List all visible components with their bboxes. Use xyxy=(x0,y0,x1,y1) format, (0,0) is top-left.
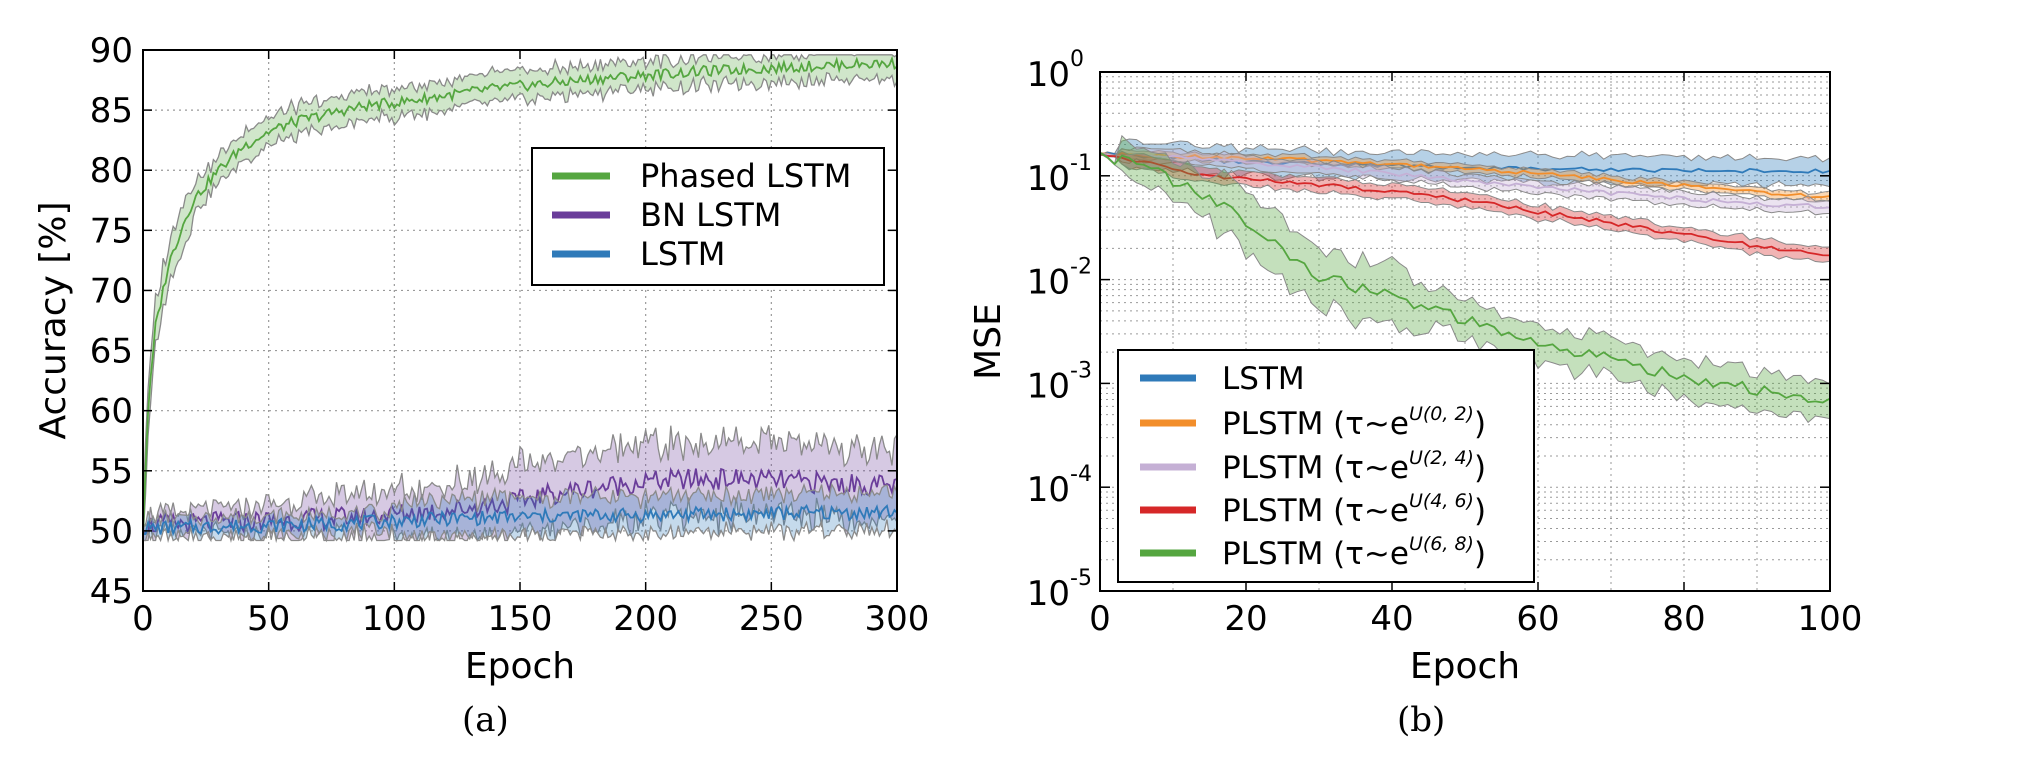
series-line-phased-lstm xyxy=(142,55,898,534)
x-tick-label-a: 250 xyxy=(739,599,804,639)
series-line-b-series-4 xyxy=(1099,151,1831,404)
caption-a: (a) xyxy=(462,700,509,740)
x-tick-label-a: 0 xyxy=(132,599,154,639)
series-line-b-series-1 xyxy=(1099,152,1831,199)
y-tick-label-a: 80 xyxy=(90,151,133,191)
y-axis-label-a: Accuracy [%] xyxy=(33,201,74,439)
legend-label-b: PLSTM (τ∼eU(2, 4)) xyxy=(1222,447,1486,486)
x-tick-label-b: 0 xyxy=(1089,599,1111,639)
series-line-lstm xyxy=(142,503,898,537)
y-tick-exponent-b: -5 xyxy=(1070,566,1092,591)
y-tick-label-b: 10 xyxy=(1027,574,1070,614)
y-tick-exponent-b: 0 xyxy=(1070,47,1084,72)
legend-label-a: LSTM xyxy=(640,235,725,273)
y-tick-label-a: 55 xyxy=(90,452,133,492)
legend-label-b: PLSTM (τ∼eU(0, 2)) xyxy=(1222,403,1486,442)
y-tick-exponent-b: -3 xyxy=(1070,358,1092,383)
y-tick-label-a: 75 xyxy=(90,211,133,251)
y-tick-label-b: 10 xyxy=(1027,470,1070,510)
axes-frame-b xyxy=(1099,71,1831,592)
y-tick-label-a: 60 xyxy=(90,392,133,432)
x-axis-label-a: Epoch xyxy=(465,646,575,687)
x-tick-label-b: 100 xyxy=(1798,599,1863,639)
x-tick-label-b: 40 xyxy=(1370,599,1413,639)
legend-box-b xyxy=(1117,349,1535,583)
y-tick-label-a: 70 xyxy=(90,271,133,311)
series-line-b-series-3 xyxy=(1099,153,1831,257)
legend-b: LSTM PLSTM (τ∼eU(0, 2)) PLSTM (τ∼eU(2, 4))… xyxy=(1117,349,1535,583)
y-axis-label-b: MSE xyxy=(968,303,1009,380)
y-tick-label-b: 10 xyxy=(1027,263,1070,303)
caption-b: (b) xyxy=(1397,700,1446,740)
y-tick-exponent-b: -2 xyxy=(1070,255,1092,280)
x-tick-label-b: 20 xyxy=(1224,599,1267,639)
x-tick-label-b: 80 xyxy=(1662,599,1705,639)
y-tick-label-a: 65 xyxy=(90,332,133,372)
legend-label-a: BN LSTM xyxy=(640,196,781,234)
x-tick-label-a: 200 xyxy=(613,599,678,639)
y-tick-label-b: 10 xyxy=(1027,159,1070,199)
y-tick-exponent-b: -1 xyxy=(1070,151,1092,176)
legend-label-b: LSTM xyxy=(1222,361,1305,397)
y-tick-label-a: 90 xyxy=(90,31,133,71)
x-tick-label-b: 60 xyxy=(1516,599,1559,639)
y-tick-label-a: 45 xyxy=(90,572,133,612)
y-tick-exponent-b: -4 xyxy=(1070,462,1092,487)
x-tick-label-a: 300 xyxy=(865,599,930,639)
legend-label-a: Phased LSTM xyxy=(640,157,851,195)
legend-label-b: PLSTM (τ∼eU(4, 6)) xyxy=(1222,490,1486,529)
legend-label-b: PLSTM (τ∼eU(6, 8)) xyxy=(1222,533,1486,572)
x-tick-label-a: 100 xyxy=(362,599,427,639)
x-axis-label-b: Epoch xyxy=(1410,646,1520,687)
x-tick-label-a: 50 xyxy=(247,599,290,639)
x-tick-label-a: 150 xyxy=(488,599,553,639)
y-tick-label-a: 85 xyxy=(90,91,133,131)
y-tick-label-a: 50 xyxy=(90,512,133,552)
y-tick-label-b: 10 xyxy=(1027,55,1070,95)
series-line-b-series-2 xyxy=(1099,152,1831,209)
y-tick-label-b: 10 xyxy=(1027,366,1070,406)
